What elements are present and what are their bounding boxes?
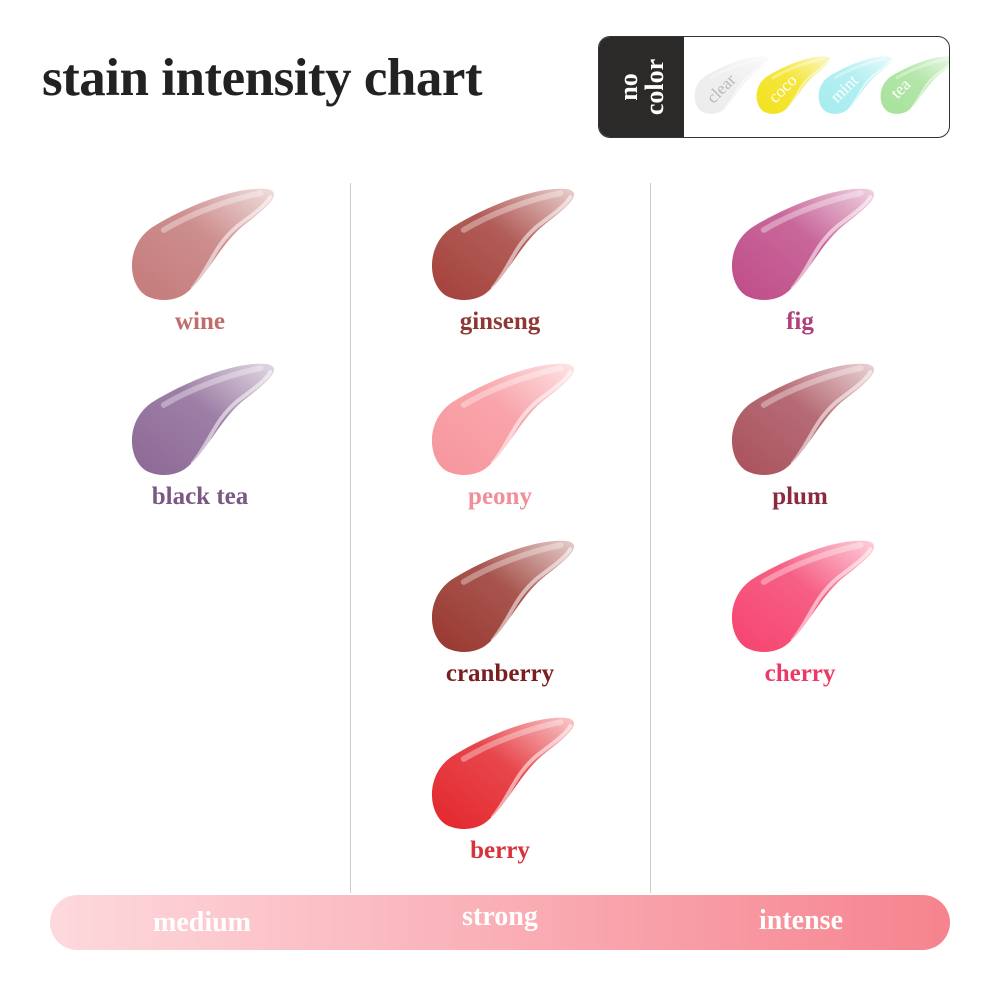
swatch-icon xyxy=(731,540,875,652)
shade-label: wine xyxy=(175,308,225,335)
no-color-label: no color xyxy=(613,58,669,116)
shade-black-tea: black tea xyxy=(50,358,350,533)
no-color-panel: no color clear coco mint tea xyxy=(598,36,950,138)
swatch-icon xyxy=(880,56,949,114)
swatch-icon xyxy=(694,56,768,114)
intensity-scale-bar: medium strong intense xyxy=(50,895,950,950)
scale-label-intense: intense xyxy=(759,905,843,936)
swatch-icon xyxy=(756,56,830,114)
shade-fig: fig xyxy=(650,183,950,358)
column-divider xyxy=(350,183,351,893)
shade-label: peony xyxy=(468,483,532,510)
shade-berry: berry xyxy=(350,712,650,887)
shade-cranberry: cranberry xyxy=(350,535,650,710)
swatch-icon xyxy=(431,188,575,300)
shade-label: fig xyxy=(786,308,814,335)
shade-peony: peony xyxy=(350,358,650,533)
scale-label-medium: medium xyxy=(153,907,251,938)
swatch-icon xyxy=(131,188,275,300)
no-color-swatch-clear: clear xyxy=(691,51,771,127)
shade-plum: plum xyxy=(650,358,950,533)
no-color-swatch-tea: tea xyxy=(877,51,949,127)
shade-label: plum xyxy=(772,483,828,510)
column-divider xyxy=(650,183,651,893)
shade-label: cherry xyxy=(764,660,836,687)
swatch-icon xyxy=(431,363,575,475)
shade-label: black tea xyxy=(151,483,249,510)
shade-label: ginseng xyxy=(459,308,541,335)
shade-label: cranberry xyxy=(445,660,555,687)
swatch-icon xyxy=(731,363,875,475)
shade-cherry: cherry xyxy=(650,535,950,710)
swatch-icon xyxy=(431,717,575,829)
swatch-icon xyxy=(818,56,892,114)
swatch-icon xyxy=(731,188,875,300)
no-color-swatch-coco: coco xyxy=(753,51,833,127)
swatch-icon xyxy=(131,363,275,475)
swatch-icon xyxy=(431,540,575,652)
shade-wine: wine xyxy=(50,183,350,358)
shade-label: berry xyxy=(470,837,530,864)
no-color-swatch-mint: mint xyxy=(815,51,895,127)
page-title: stain intensity chart xyxy=(42,49,483,107)
shade-ginseng: ginseng xyxy=(350,183,650,358)
no-color-label-box: no color xyxy=(599,37,684,137)
scale-label-strong: strong xyxy=(462,901,538,932)
